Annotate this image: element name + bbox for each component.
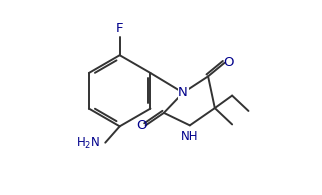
- Text: N: N: [178, 86, 188, 99]
- Text: F: F: [116, 22, 123, 35]
- Text: NH: NH: [181, 130, 199, 143]
- Text: O: O: [136, 119, 147, 132]
- Text: O: O: [223, 56, 234, 69]
- Text: H$_2$N: H$_2$N: [76, 136, 100, 151]
